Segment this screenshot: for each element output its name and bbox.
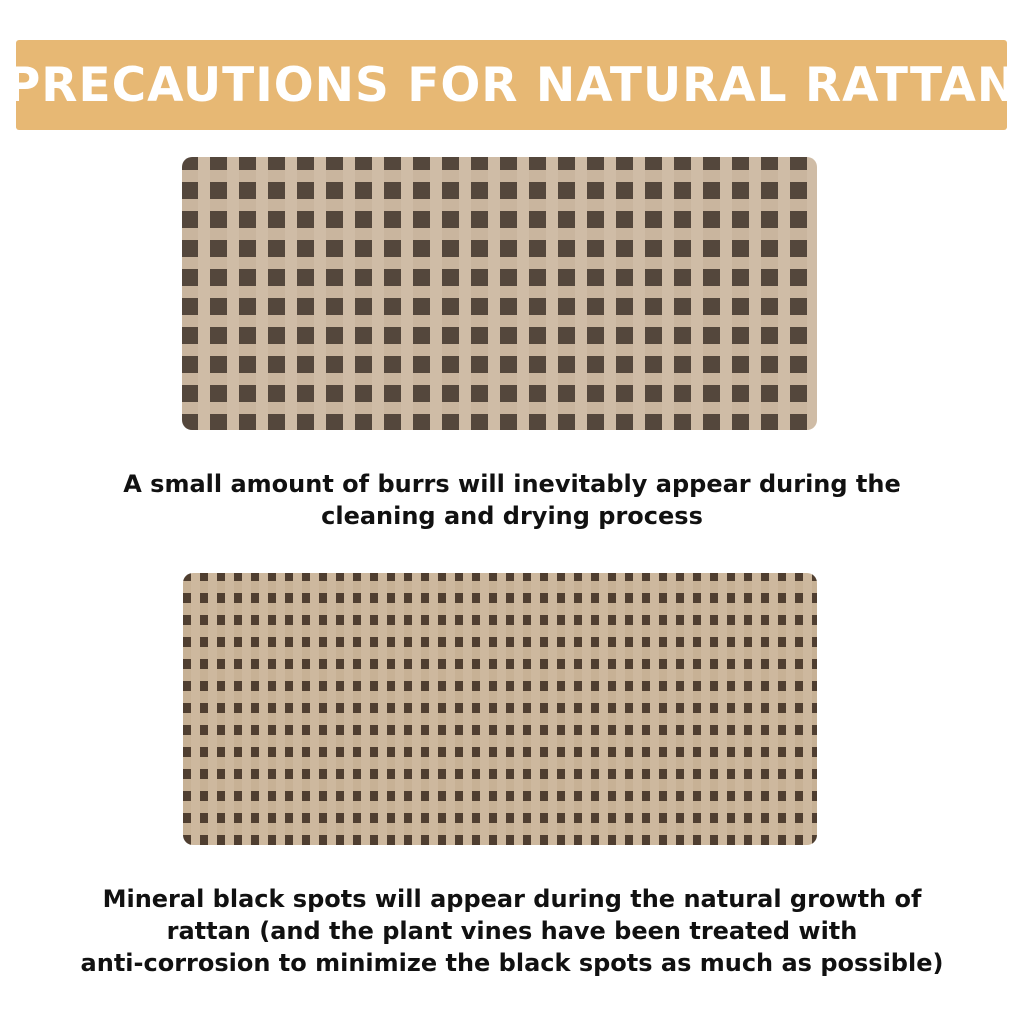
caption-line: anti-corrosion to minimize the black spo…	[80, 949, 944, 977]
title-banner: PRECAUTIONS FOR NATURAL RATTAN	[6, 40, 1016, 130]
rattan-black-spots-photo	[183, 573, 817, 845]
caption-line: A small amount of burrs will inevitably …	[123, 470, 901, 498]
page-title: PRECAUTIONS FOR NATURAL RATTAN	[5, 57, 1018, 113]
burrs-caption: A small amount of burrs will inevitably …	[0, 468, 1024, 532]
caption-line: rattan (and the plant vines have been tr…	[166, 917, 858, 945]
rattan-burrs-photo	[182, 157, 817, 430]
caption-line: cleaning and drying process	[321, 502, 703, 530]
caption-line: Mineral black spots will appear during t…	[102, 885, 922, 913]
black-spots-caption: Mineral black spots will appear during t…	[0, 883, 1024, 979]
